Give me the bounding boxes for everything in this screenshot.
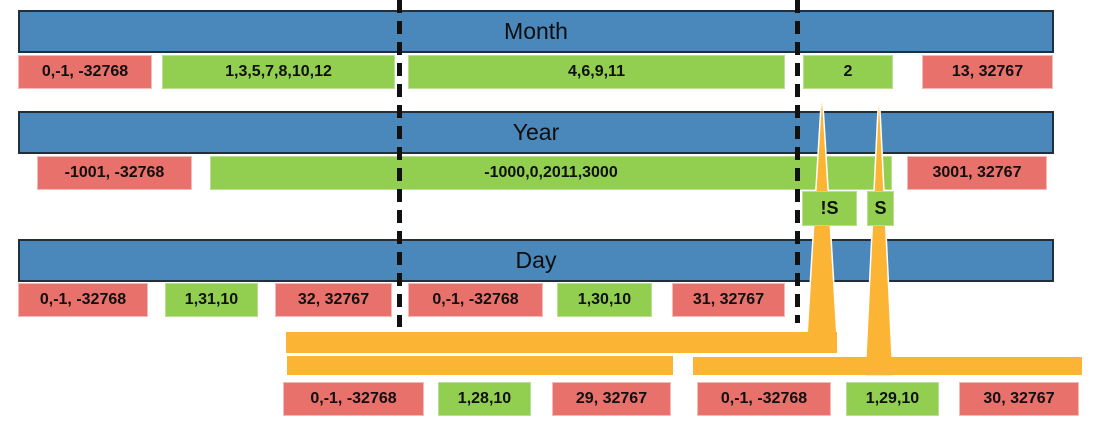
leap-flag-leap: S [867, 191, 894, 226]
partition-year-invalid-low: -1001, -32768 [37, 156, 192, 190]
partition-feb29-valid: 1,29,10 [846, 382, 939, 416]
partition-year-valid: -1000,0,2011,3000 [210, 156, 892, 190]
partition-month-31day-months: 1,3,5,7,8,10,12 [162, 55, 395, 89]
partition-feb29-invalid-low: 0,-1, -32768 [697, 382, 831, 416]
partition-day30-invalid-low: 0,-1, -32768 [408, 283, 543, 317]
partition-month-invalid-low: 0,-1, -32768 [18, 55, 152, 89]
partition-day31-invalid-high: 32, 32767 [275, 283, 392, 317]
connector-feb29-bar [693, 357, 1082, 375]
year-range-bar: Year [18, 111, 1054, 154]
divider-dashed-right [795, 0, 800, 323]
connector-notleap-bar [286, 332, 837, 353]
leap-flag-not-leap: !S [802, 191, 857, 226]
day-range-bar-label: Day [515, 247, 557, 273]
month-range-bar: Month [18, 10, 1054, 53]
day-range-bar: Day [18, 239, 1054, 282]
partition-day30-invalid-high: 31, 32767 [672, 283, 785, 317]
partition-feb29-invalid-high: 30, 32767 [959, 382, 1079, 416]
partition-day30-valid: 1,30,10 [557, 283, 652, 317]
month-range-bar-label: Month [504, 18, 568, 44]
connector-feb28-bar [287, 356, 673, 375]
partition-feb28-invalid-high: 29, 32767 [552, 382, 671, 416]
partition-month-february: 2 [803, 55, 893, 89]
partition-day31-invalid-low: 0,-1, -32768 [18, 283, 148, 317]
partition-feb28-valid: 1,28,10 [438, 382, 531, 416]
partition-year-invalid-high: 3001, 32767 [907, 156, 1047, 190]
divider-dashed-left [397, 0, 402, 327]
partition-day31-valid: 1,31,10 [165, 283, 258, 317]
partition-month-invalid-high: 13, 32767 [922, 55, 1053, 89]
year-range-bar-label: Year [512, 119, 560, 145]
partition-month-30day-months: 4,6,9,11 [408, 55, 785, 89]
partition-feb28-invalid-low: 0,-1, -32768 [283, 382, 424, 416]
